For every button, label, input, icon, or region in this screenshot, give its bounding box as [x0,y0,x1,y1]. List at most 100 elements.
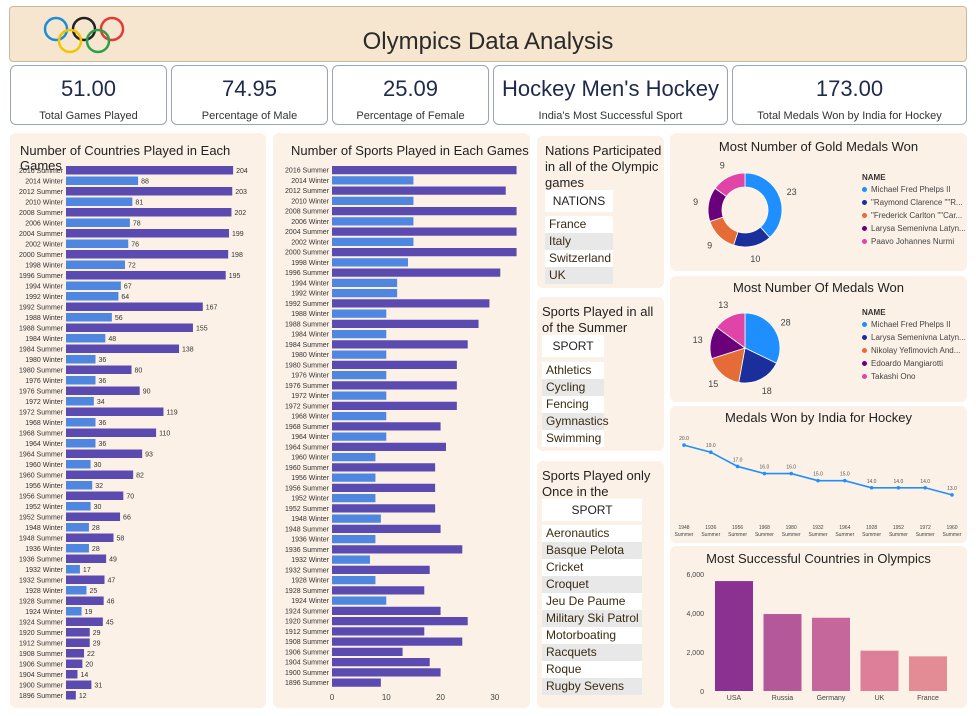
bar [66,670,78,679]
bar [66,659,83,668]
table-header[interactable]: SPORT [542,335,604,357]
category-label: 1996 Summer [19,273,64,280]
table-row[interactable]: Basque Pelota [542,542,642,559]
category-label: 1980 Summer [19,367,64,374]
table-header[interactable]: SPORT [542,499,642,521]
category-label: 1908 Summer [19,651,64,658]
legend-item[interactable]: "Raymond Clarence ""R... [862,198,963,207]
india-hockey-panel[interactable]: Medals Won by India for Hockey 20.0 1948 S… [670,406,967,543]
table-header[interactable]: NATIONS [545,190,613,212]
bar [66,197,133,206]
table-row[interactable]: Cricket [542,559,642,576]
category-label: 1956 Summer [285,485,330,492]
legend-item[interactable]: Paavo Johannes Nurmi [862,237,954,246]
table-row[interactable]: Italy [545,233,613,250]
category-label: 1992 Winter [25,294,63,301]
category-label: 1936 Winter [291,537,329,544]
olympic-rings-icon [43,16,125,54]
category-label: 1976 Summer [19,388,64,395]
table-row[interactable]: Athletics [542,362,604,379]
bar [332,319,479,328]
countries-bar-chart[interactable]: 2016 Summer 204 2014 Winter 88 2012 Summer 20… [10,163,266,703]
bar [66,355,96,364]
table-row[interactable]: Cycling [542,379,604,396]
legend-item[interactable]: Nikolay Yefimovich And... [862,346,960,355]
legend-item[interactable]: Larysa Semenivna Latyn... [862,333,966,342]
total-medals-pie-chart[interactable]: 28 18 15 13 13 [690,298,830,398]
kpi-value: Hockey Men's Hockey [502,76,719,101]
category-label: 1920 Summer [19,630,64,637]
slice-label: 13 [718,300,728,310]
gold-medals-panel[interactable]: Most Number of Gold Medals Won 23 10 9 9 9 N… [670,133,967,271]
bar [332,422,441,431]
table-row[interactable]: Croquet [542,576,642,593]
kpi-total-games[interactable]: 51.00 Total Games Played [10,65,167,125]
tick-label: Summer [782,532,801,538]
bar [66,239,129,248]
data-point [923,485,927,490]
bar [332,360,457,369]
table-row[interactable]: Switzerland [545,250,613,267]
kpi-india-hockey-medals[interactable]: 173.00 Total Medals Won by India for Hoc… [732,65,967,125]
nations-table-panel[interactable]: Nations Participated in all of the Olymp… [537,136,664,288]
countries-per-games-panel[interactable]: Number of Countries Played in Each Games… [10,133,266,708]
table-row[interactable]: Racquets [542,644,642,661]
bar [66,397,94,406]
table-row[interactable]: Jeu De Paume [542,593,642,610]
table-row[interactable]: Fencing [542,396,604,413]
category-label: 2002 Winter [25,241,63,248]
kpi-percentage-male[interactable]: 74.95 Percentage of Male [171,65,328,125]
table-row[interactable]: UK [545,267,613,284]
table-row[interactable]: Motorboating [542,627,642,644]
sports-bar-chart[interactable]: 2016 Summer 2014 Winter 2012 Summer 2010 Wi… [273,163,530,708]
bar [66,166,234,175]
bar [66,523,89,532]
bar [332,483,436,492]
slice-label: 18 [762,386,772,396]
successful-countries-bar-chart[interactable]: 0 2,000 4,000 6,000 USA Russia Germany UK France [670,564,967,708]
table-row[interactable]: Military Ski Patrol [542,610,642,627]
once-sports-table-panel[interactable]: Sports Played only Once in the Olympics … [537,461,664,708]
data-label: 119 [166,409,177,416]
data-point [682,443,686,447]
category-label: 1906 Summer [19,661,64,668]
bar [332,494,376,503]
data-label: 93 [145,451,153,458]
bar [66,607,82,616]
category-label: 1928 Winter [25,588,63,595]
total-medals-panel[interactable]: Most Number Of Medals Won 28 18 15 13 13 NAM… [670,276,967,402]
category-label: 1936 Summer [19,556,64,563]
slice-label: 13 [693,335,703,345]
category-label: UK [875,695,885,702]
sports-per-games-panel[interactable]: Number of Sports Played in Each Games 20… [273,133,530,708]
summer-sports-table-panel[interactable]: Sports Played in all of the Summer games… [537,297,664,451]
table-row[interactable]: Gymnastics [542,413,609,430]
kpi-india-top-sport[interactable]: Hockey Men's Hockey India's Most Success… [493,65,728,125]
legend-item[interactable]: Michael Fred Phelps II [862,185,951,194]
table-row[interactable]: Swimming [542,430,604,447]
kpi-percentage-female[interactable]: 25.09 Percentage of Female [332,65,489,125]
successful-countries-panel[interactable]: Most Successful Countries in Olympics 0 2… [670,546,967,708]
table-row[interactable]: Aeronautics [542,525,642,542]
table-row[interactable]: Roque [542,661,642,678]
bar [66,313,112,322]
category-label: 1964 Summer [285,444,330,451]
bar [332,289,398,298]
legend-item[interactable]: Takashi Ono [862,372,915,381]
legend-swatch [862,374,867,380]
category-label: 1924 Summer [285,608,330,615]
kpi-value: 74.95 [221,76,278,101]
table-row[interactable]: Rugby Sevens [542,678,642,695]
legend-item[interactable]: "Frederick Carlton ""Car... [862,211,962,220]
legend-item[interactable]: Edoardo Mangiarotti [862,359,943,368]
data-label: 46 [107,598,115,605]
chart-title: Most Successful Countries in Olympics [706,551,931,566]
legend-item[interactable]: Larysa Semenivna Latyn... [862,224,966,233]
gold-medals-donut-chart[interactable]: 23 10 9 9 9 [690,157,830,267]
data-label: 30 [94,504,102,511]
table-row[interactable]: France [545,216,613,233]
data-label: 76 [131,241,139,248]
india-hockey-line-chart[interactable]: 20.01948Summer19.01936Summer17.01956Summ… [670,424,967,543]
bar [66,586,87,595]
legend-item[interactable]: Michael Fred Phelps II [862,320,951,329]
